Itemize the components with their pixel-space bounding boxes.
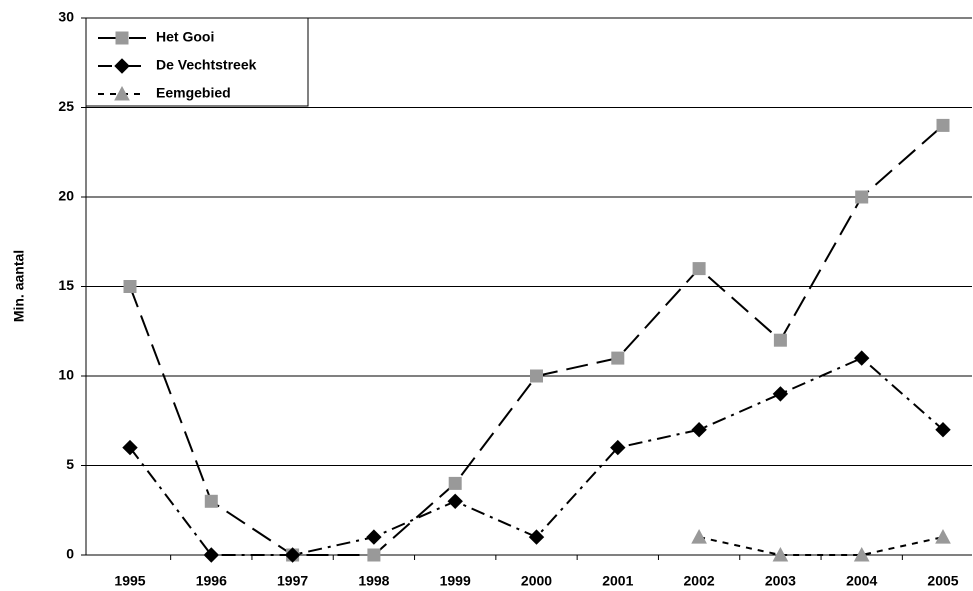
data-point <box>204 494 218 508</box>
y-tick-label: 25 <box>58 98 74 114</box>
data-point <box>853 546 870 562</box>
data-point <box>284 547 301 563</box>
x-tick-label: 1995 <box>114 573 145 589</box>
x-tick-label: 1996 <box>196 573 227 589</box>
x-tick-label: 1997 <box>277 573 308 589</box>
data-point <box>610 439 626 456</box>
data-point <box>936 118 950 132</box>
x-tick-label: 1998 <box>358 573 389 589</box>
legend-label: Het Gooi <box>156 29 214 45</box>
legend-marker <box>114 58 130 74</box>
data-point <box>448 476 462 490</box>
legend-label: Eemgebied <box>156 85 231 101</box>
y-tick-label: 10 <box>58 367 74 383</box>
y-tick-label: 30 <box>58 9 74 25</box>
data-point <box>773 333 787 347</box>
series-line <box>129 356 944 556</box>
data-point <box>692 262 706 276</box>
data-point <box>528 529 545 545</box>
data-point <box>530 369 543 383</box>
x-tick-label: 2003 <box>765 573 796 589</box>
y-tick-label: 20 <box>58 188 74 204</box>
legend-marker <box>115 31 129 45</box>
data-point <box>366 529 382 545</box>
x-tick-label: 2004 <box>846 573 877 589</box>
data-point <box>855 190 869 204</box>
data-point <box>935 529 951 544</box>
data-point <box>935 421 951 438</box>
x-tick-label: 2002 <box>684 573 715 589</box>
data-point <box>772 386 789 402</box>
legend-marker <box>114 85 130 101</box>
y-tick-label: 5 <box>66 456 74 472</box>
data-point <box>853 350 870 366</box>
x-tick-label: 2005 <box>927 573 958 589</box>
x-tick-label: 1999 <box>440 573 471 589</box>
data-point <box>203 547 220 563</box>
data-point <box>772 546 789 562</box>
x-tick-label: 2001 <box>602 573 633 589</box>
data-point <box>122 439 138 456</box>
data-point <box>123 280 137 293</box>
data-point <box>691 529 707 544</box>
x-tick-label: 2000 <box>521 573 552 589</box>
data-point <box>691 421 707 438</box>
y-axis-label: Min. aantal <box>11 250 27 322</box>
data-point <box>447 493 463 510</box>
data-point <box>611 351 625 365</box>
series-line <box>129 124 944 556</box>
series-line <box>698 536 944 556</box>
legend-label: De Vechtstreek <box>156 57 257 73</box>
y-tick-label: 0 <box>66 546 74 562</box>
data-point <box>367 548 381 562</box>
y-tick-label: 15 <box>58 277 74 293</box>
